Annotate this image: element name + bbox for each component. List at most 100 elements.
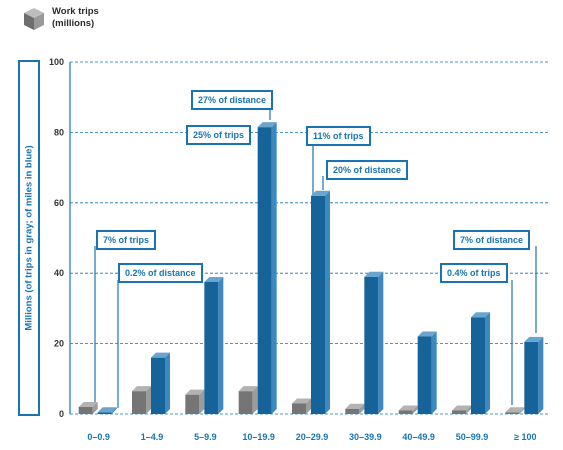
bar-distance-7 bbox=[471, 312, 490, 414]
x-tick-label-1: 1–4.9 bbox=[141, 432, 164, 442]
bar-top bbox=[97, 407, 117, 413]
callout-distance-10-19.9: 27% of distance bbox=[191, 90, 274, 110]
bar-front bbox=[204, 282, 219, 414]
bar-side bbox=[412, 405, 418, 414]
bar-side bbox=[92, 401, 98, 414]
y-axis-label-box bbox=[18, 60, 40, 416]
bar-top bbox=[471, 312, 490, 318]
x-tick-label-7: 50–99.9 bbox=[456, 432, 489, 442]
bar-top bbox=[132, 386, 151, 392]
bar-front bbox=[132, 391, 146, 414]
bar-side bbox=[359, 403, 365, 414]
bar-side bbox=[431, 331, 437, 414]
bar-front bbox=[292, 403, 306, 414]
y-tick-label-0: 0 bbox=[59, 409, 64, 419]
bar-trips-0 bbox=[78, 401, 98, 414]
callout-trips-over-100: 0.4% of trips bbox=[440, 263, 508, 283]
legend-cube-icon bbox=[24, 8, 44, 30]
bar-front bbox=[78, 406, 93, 414]
bar-top bbox=[78, 401, 98, 407]
bar-top bbox=[398, 405, 418, 411]
legend-label-line2: (millions) bbox=[52, 18, 95, 29]
x-tick-label-0: 0–0.9 bbox=[87, 432, 110, 442]
bar-top bbox=[204, 277, 224, 282]
bar-side bbox=[378, 271, 384, 414]
bar-trips-1 bbox=[132, 386, 151, 414]
y-tick-label-20: 20 bbox=[54, 339, 64, 349]
y-axis-label: Millions (of trips in gray; of miles in … bbox=[23, 145, 35, 331]
bar-distance-3 bbox=[257, 122, 277, 415]
bar-side bbox=[199, 389, 205, 414]
bar-front bbox=[364, 276, 379, 414]
bar-front bbox=[238, 391, 253, 414]
bar-top bbox=[524, 336, 544, 342]
bar-front bbox=[151, 357, 165, 414]
x-tick-label-6: 40–49.9 bbox=[402, 432, 435, 442]
x-tick-label-4: 20–29.9 bbox=[296, 432, 329, 442]
x-tick-label-5: 30–39.9 bbox=[349, 432, 382, 442]
bar-front bbox=[257, 127, 272, 415]
x-tick-label-3: 10–19.9 bbox=[242, 432, 275, 442]
callout-distance-0-0.9: 0.2% of distance bbox=[118, 263, 203, 283]
bar-distance-5 bbox=[364, 271, 384, 414]
callout-distance-over-100: 7% of distance bbox=[453, 230, 531, 250]
bar-front bbox=[471, 317, 485, 414]
bar-distance-2 bbox=[204, 277, 224, 414]
bar-top bbox=[238, 386, 258, 392]
legend-label: Work trips (millions) bbox=[52, 6, 99, 30]
bar-top bbox=[417, 331, 437, 337]
bar-front bbox=[452, 410, 466, 414]
bar-trips-3 bbox=[238, 386, 258, 414]
bar-front bbox=[345, 408, 360, 414]
bar-trips-8 bbox=[505, 407, 525, 414]
y-tick-label-100: 100 bbox=[49, 57, 64, 67]
callout-trips-0-0.9: 7% of trips bbox=[96, 230, 157, 250]
bar-side bbox=[306, 398, 311, 414]
bar-front bbox=[505, 412, 520, 414]
bar-distance-6 bbox=[417, 331, 437, 414]
bar-distance-8 bbox=[524, 336, 544, 414]
bar-top bbox=[151, 352, 170, 358]
bar-front bbox=[524, 341, 539, 414]
callout-trips-20-29.9: 11% of trips bbox=[306, 126, 371, 146]
y-tick-label-60: 60 bbox=[54, 198, 64, 208]
bar-side bbox=[165, 352, 170, 414]
bar-distance-4 bbox=[311, 190, 330, 414]
bar-front bbox=[417, 336, 432, 414]
legend-label-line1: Work trips bbox=[52, 6, 99, 17]
bar-top bbox=[505, 407, 525, 413]
bar-top bbox=[364, 271, 384, 277]
y-tick-label-40: 40 bbox=[54, 268, 64, 278]
bar-side bbox=[485, 312, 490, 414]
bar-side bbox=[466, 405, 471, 414]
y-tick-label-80: 80 bbox=[54, 127, 64, 137]
bar-side bbox=[111, 407, 117, 414]
bar-trips-7 bbox=[452, 405, 471, 414]
bar-front bbox=[311, 195, 325, 414]
bar-top bbox=[257, 122, 277, 128]
bar-front bbox=[97, 412, 112, 414]
callout-distance-20-29.9: 20% of distance bbox=[326, 160, 409, 180]
bar-trips-2 bbox=[185, 389, 205, 414]
bar-top bbox=[185, 389, 205, 395]
bar-distance-1 bbox=[151, 352, 170, 414]
bar-top bbox=[292, 398, 311, 404]
bar-front bbox=[185, 394, 200, 414]
bar-front bbox=[398, 410, 413, 414]
bar-top bbox=[345, 403, 365, 409]
bar-trips-6 bbox=[398, 405, 418, 414]
callout-trips-10-19.9: 25% of trips bbox=[186, 125, 252, 145]
x-tick-label-8: ≥ 100 bbox=[514, 432, 536, 442]
bar-trips-4 bbox=[292, 398, 311, 414]
x-tick-label-2: 5–9.9 bbox=[194, 432, 217, 442]
bar-side bbox=[252, 386, 258, 414]
bar-top bbox=[311, 190, 330, 196]
bar-side bbox=[325, 190, 330, 414]
bar-side bbox=[538, 336, 544, 414]
bar-side bbox=[218, 277, 224, 414]
bar-top bbox=[452, 405, 471, 411]
bar-trips-5 bbox=[345, 403, 365, 414]
bar-side bbox=[146, 386, 151, 414]
